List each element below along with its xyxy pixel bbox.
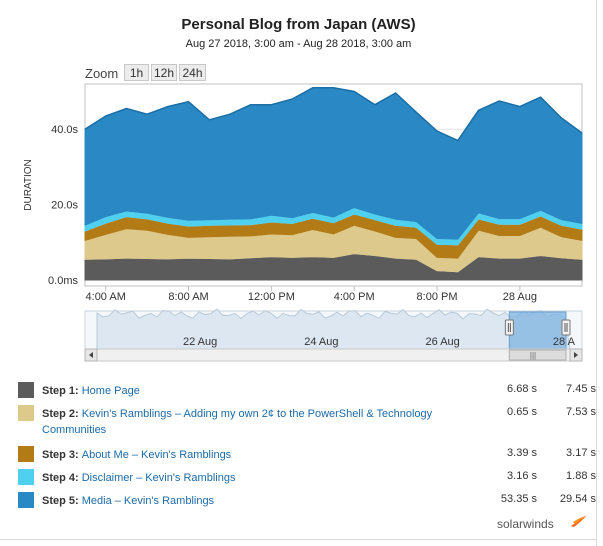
area-edge-step-5	[84, 87, 583, 142]
legend-step-label: Step 5:	[42, 495, 82, 507]
navigator-handle-left[interactable]	[504, 319, 514, 336]
navigator-handle-right[interactable]	[561, 319, 571, 336]
y-axis-label: DURATION	[23, 159, 34, 210]
navigator-selection[interactable]	[508, 311, 567, 350]
scrollbar-track[interactable]	[84, 348, 583, 362]
arrow-left-icon	[89, 352, 93, 358]
legend-swatch	[18, 469, 34, 485]
navigator-series	[96, 308, 571, 350]
y-tick-label: 20.0s	[51, 200, 78, 212]
chart-subtitle: Aug 27 2018, 3:00 am - Aug 28 2018, 3:00…	[185, 38, 412, 50]
zoom-1h-button[interactable]: 1h	[124, 64, 149, 81]
navigator-label: 24 Aug	[304, 336, 338, 348]
flare-icon	[571, 515, 587, 527]
legend-step-link[interactable]: About Me – Kevin's Ramblings	[81, 449, 232, 461]
y-tick-label: 40.0s	[51, 124, 78, 136]
legend-swatch	[18, 492, 34, 508]
zoom-label: Zoom	[85, 66, 119, 81]
legend-step-label: Step 3:	[42, 449, 82, 461]
legend-swatch	[18, 382, 34, 398]
navigator-labels: 22 Aug 24 Aug 26 Aug 28 A	[183, 336, 576, 348]
legend-value-2: 7.53 s	[566, 406, 596, 418]
navigator-label: 22 Aug	[183, 336, 217, 348]
legend-value-1: 0.65 s	[507, 406, 537, 418]
legend-value-2: 7.45 s	[566, 383, 596, 395]
solarwinds-logo: solarwinds	[497, 515, 587, 531]
scrollbar[interactable]: |||	[84, 348, 583, 362]
legend-value-2: 3.17 s	[566, 447, 596, 459]
arrow-right-icon	[574, 352, 578, 358]
legend-value-1: 3.16 s	[507, 470, 537, 482]
legend-step-link[interactable]: Home Page	[81, 385, 140, 397]
x-tick-label: 8:00 PM	[417, 291, 458, 303]
x-tick-label: 4:00 AM	[86, 291, 126, 303]
legend-label: Step 5: Media – Kevin's Ramblings	[42, 493, 462, 509]
card-border-right	[596, 0, 597, 546]
card-border-bottom	[0, 539, 597, 540]
legend-value-1: 53.35 s	[500, 493, 537, 505]
handle-body[interactable]	[504, 319, 514, 336]
legend-swatch	[18, 446, 34, 462]
x-axis-ticks: 4:00 AM 8:00 AM 12:00 PM 4:00 PM 8:00 PM 28 A…	[86, 286, 537, 303]
y-tick-label: 0.0ms	[48, 275, 78, 287]
x-tick-label: 4:00 PM	[334, 291, 375, 303]
legend-step-label: Step 4:	[42, 472, 82, 484]
range-navigator[interactable]: 22 Aug 24 Aug 26 Aug 28 A	[84, 308, 583, 350]
legend-value-1: 6.68 s	[507, 383, 537, 395]
legend-value-2: 1.88 s	[566, 470, 596, 482]
zoom-24h-button[interactable]: 24h	[179, 64, 206, 81]
legend-label: Step 2: Kevin's Ramblings – Adding my ow…	[42, 406, 462, 438]
zoom-12h-button[interactable]: 12h	[151, 64, 177, 81]
scroll-thumb-grip: |||	[530, 351, 536, 360]
legend-value-2: 29.54 s	[559, 493, 596, 505]
area-series	[84, 87, 583, 281]
legend-label: Step 1: Home Page	[42, 383, 462, 399]
legend-step-link[interactable]: Disclaimer – Kevin's Ramblings	[81, 472, 236, 484]
navigator-label: 28 A	[553, 336, 576, 348]
x-tick-label: 12:00 PM	[248, 291, 295, 303]
legend-swatch	[18, 405, 34, 421]
chart-title: Personal Blog from Japan (AWS)	[181, 16, 416, 33]
x-tick-label: 8:00 AM	[168, 291, 208, 303]
legend-step-label: Step 2:	[42, 408, 82, 420]
logo-text: solarwinds	[497, 517, 554, 531]
legend-step-link[interactable]: Kevin's Ramblings – Adding my own 2¢ to …	[42, 408, 433, 436]
legend-label: Step 4: Disclaimer – Kevin's Ramblings	[42, 470, 462, 486]
navigator-label: 26 Aug	[426, 336, 460, 348]
legend-value-1: 3.39 s	[507, 447, 537, 459]
x-tick-label: 28 Aug	[503, 291, 537, 303]
y-axis-ticks: 0.0ms 20.0s 40.0s	[48, 124, 78, 287]
legend-step-label: Step 1:	[42, 385, 82, 397]
legend-label: Step 3: About Me – Kevin's Ramblings	[42, 447, 462, 463]
scrollbar-thumb[interactable]	[508, 349, 567, 361]
legend-step-link[interactable]: Media – Kevin's Ramblings	[81, 495, 215, 507]
handle-body[interactable]	[561, 319, 571, 336]
